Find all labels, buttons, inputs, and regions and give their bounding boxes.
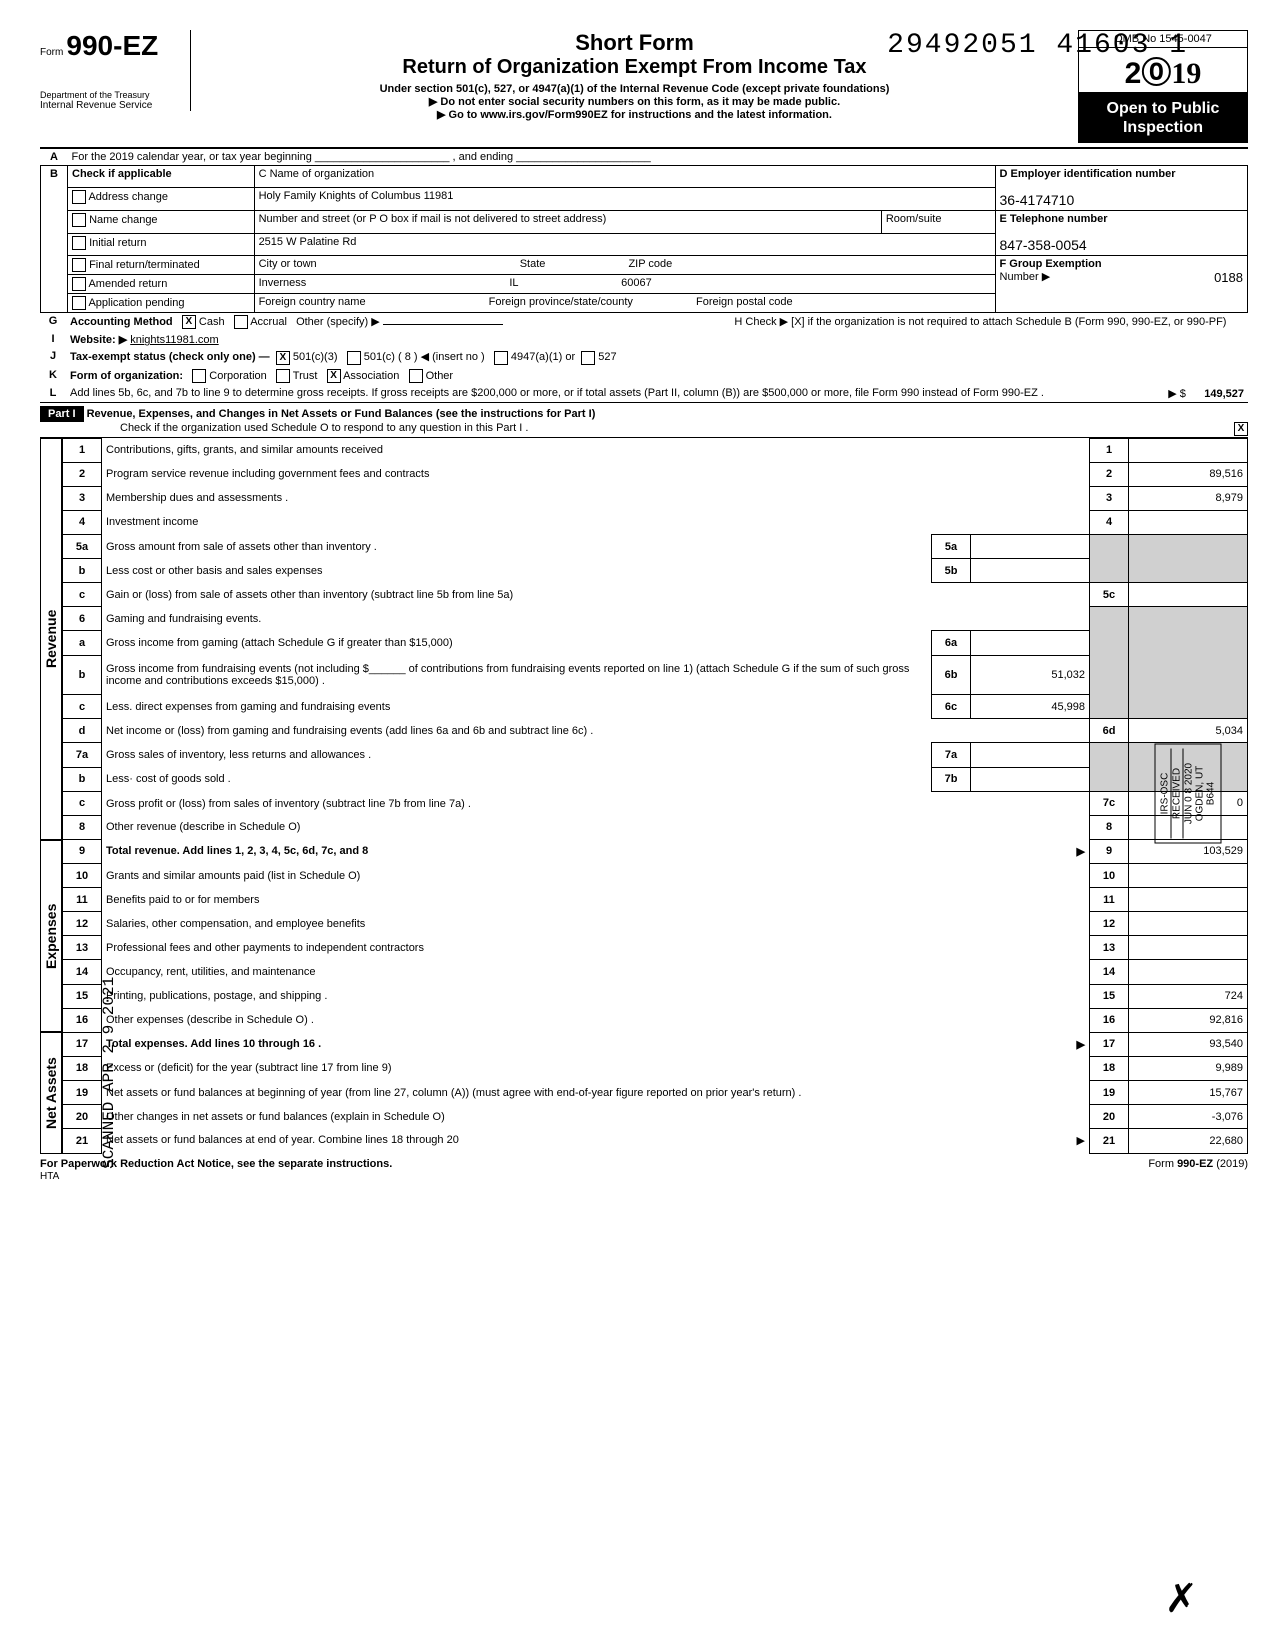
room-label: Room/suite — [881, 211, 995, 234]
open-to-public: Open to PublicInspection — [1078, 93, 1248, 143]
street-address: 2515 W Palatine Rd — [254, 233, 995, 256]
form-prefix: Form — [40, 47, 63, 58]
check-address-change[interactable]: Address change — [68, 187, 255, 211]
city-state-zip-labels: City or town State ZIP code — [254, 256, 995, 275]
part1-check: Check if the organization used Schedule … — [120, 422, 528, 434]
subtitle-ssn: ▶ Do not enter social security numbers o… — [201, 95, 1068, 108]
line-6a: aGross income from gaming (attach Schedu… — [63, 631, 1248, 655]
line-6d: dNet income or (loss) from gaming and fu… — [63, 719, 1248, 743]
check-amended-return[interactable]: Amended return — [68, 275, 255, 294]
check-application-pending[interactable]: Application pending — [68, 294, 255, 313]
page-footer: For Paperwork Reduction Act Notice, see … — [40, 1154, 1248, 1182]
line-10: 10Grants and similar amounts paid (list … — [63, 864, 1248, 888]
initial-mark: ✗ — [1164, 1575, 1198, 1622]
dept-treasury: Department of the Treasury — [40, 90, 180, 100]
part1-label: Part I — [40, 406, 84, 422]
line-19: 19Net assets or fund balances at beginni… — [63, 1081, 1248, 1105]
line-6b: bGross income from fundraising events (n… — [63, 655, 1248, 695]
check-final-return[interactable]: Final return/terminated — [68, 256, 255, 275]
line-5b: bLess cost or other basis and sales expe… — [63, 559, 1248, 583]
line-4: 4Investment income4 — [63, 510, 1248, 534]
section-b-header: Check if applicable — [68, 166, 255, 187]
line-1: 1Contributions, gifts, grants, and simil… — [63, 438, 1248, 462]
line-18: 18Excess or (deficit) for the year (subt… — [63, 1056, 1248, 1080]
line-7b: bLess· cost of goods sold .7b — [63, 767, 1248, 791]
line-i: Website: ▶ knights11981.com — [66, 331, 730, 348]
part1-title: Revenue, Expenses, and Changes in Net As… — [87, 408, 596, 420]
line-5a: 5aGross amount from sale of assets other… — [63, 535, 1248, 559]
line-15: 15Printing, publications, postage, and s… — [63, 984, 1248, 1008]
line-6: 6Gaming and fundraising events. — [63, 607, 1248, 631]
lines-table: 1Contributions, gifts, grants, and simil… — [62, 438, 1248, 1154]
side-netassets: Net Assets — [40, 1032, 62, 1154]
section-a-through-f: AFor the 2019 calendar year, or tax year… — [40, 149, 1248, 313]
line-12: 12Salaries, other compensation, and empl… — [63, 912, 1248, 936]
line-k: Form of organization: Corporation Trust … — [66, 367, 1248, 385]
part1-body: Revenue Expenses Net Assets 1Contributio… — [40, 438, 1248, 1154]
org-name: Holy Family Knights of Columbus 11981 — [254, 187, 995, 211]
line-8: 8Other revenue (describe in Schedule O)8 — [63, 815, 1248, 839]
form-footer-right: Form 990-EZ (2019) — [1148, 1158, 1248, 1182]
line-3: 3Membership dues and assessments .38,979 — [63, 486, 1248, 510]
subtitle-section: Under section 501(c), 527, or 4947(a)(1)… — [201, 83, 1068, 95]
subtitle-url: ▶ Go to www.irs.gov/Form990EZ for instru… — [201, 108, 1068, 121]
line-20: 20Other changes in net assets or fund ba… — [63, 1105, 1248, 1129]
section-g-through-l: G Accounting Method X Cash Accrual Other… — [40, 313, 1248, 401]
line-5c: cGain or (loss) from sale of assets othe… — [63, 583, 1248, 607]
received-stamp: IRS-OSC RECEIVED JUN 0 8 2020 OGDEN, UT … — [1155, 744, 1222, 844]
document-locator-number: 29492051 41603 1 — [887, 30, 1188, 61]
line-2: 2Program service revenue including gover… — [63, 462, 1248, 486]
line-21: 21Net assets or fund balances at end of … — [63, 1129, 1248, 1153]
form-number: 990-EZ — [66, 30, 158, 61]
dept-irs: Internal Revenue Service — [40, 100, 180, 111]
scanned-stamp: SCANNED APR 2 9 2021 — [97, 973, 123, 1173]
part1-header: Part I Revenue, Expenses, and Changes in… — [40, 402, 1248, 438]
foreign-labels: Foreign country name Foreign province/st… — [254, 294, 995, 313]
line-l: Add lines 5b, 6c, and 7b to line 9 to de… — [66, 385, 1248, 402]
paperwork-notice: For Paperwork Reduction Act Notice, see … — [40, 1158, 392, 1170]
check-initial-return[interactable]: Initial return — [68, 233, 255, 256]
side-expenses: Expenses — [40, 840, 62, 1032]
section-d: D Employer identification number36-41747… — [995, 166, 1247, 211]
line-j: Tax-exempt status (check only one) — X 5… — [66, 348, 1248, 366]
street-label: Number and street (or P O box if mail is… — [254, 211, 881, 234]
line-17: 17Total expenses. Add lines 10 through 1… — [63, 1032, 1248, 1056]
line-h: H Check ▶ [X] if the organization is not… — [730, 313, 1248, 348]
line-14: 14Occupancy, rent, utilities, and mainte… — [63, 960, 1248, 984]
side-revenue: Revenue — [40, 438, 62, 840]
section-c-name-label: C Name of organization — [254, 166, 995, 187]
line-11: 11Benefits paid to or for members11 — [63, 888, 1248, 912]
city-state-zip: Inverness IL 60067 — [254, 275, 995, 294]
line-16: 16Other expenses (describe in Schedule O… — [63, 1008, 1248, 1032]
line-7a: 7aGross sales of inventory, less returns… — [63, 743, 1248, 767]
line-9: 9Total revenue. Add lines 1, 2, 3, 4, 5c… — [63, 839, 1248, 863]
line-g: Accounting Method X Cash Accrual Other (… — [66, 313, 730, 331]
line-13: 13Professional fees and other payments t… — [63, 936, 1248, 960]
line-7c: cGross profit or (loss) from sales of in… — [63, 791, 1248, 815]
section-e: E Telephone number847-358-0054 — [995, 211, 1247, 256]
hta: HTA — [40, 1171, 59, 1182]
line-a: For the 2019 calendar year, or tax year … — [68, 149, 1248, 166]
line-6c: cLess. direct expenses from gaming and f… — [63, 695, 1248, 719]
form-number-block: Form 990-EZ Department of the Treasury I… — [40, 30, 191, 111]
section-f: F Group ExemptionNumber ▶ 0188 — [995, 256, 1247, 313]
check-name-change[interactable]: Name change — [68, 211, 255, 234]
